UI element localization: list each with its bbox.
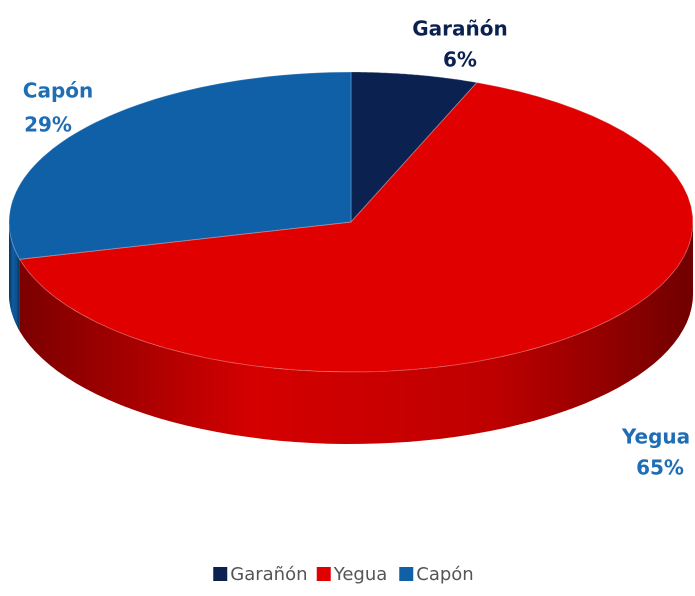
legend-label: Garañón xyxy=(230,564,307,585)
legend-swatch xyxy=(399,567,414,581)
slice-side-shade xyxy=(9,222,20,332)
slice xyxy=(350,71,478,224)
legend-label: Capón xyxy=(416,564,473,585)
slice-value-label: 65% xyxy=(636,456,684,480)
data-labels: Garañón 6% Capón 29% Yegua 65% xyxy=(23,17,690,480)
slice-side-shade xyxy=(19,222,693,444)
slice-value-label: 6% xyxy=(443,48,477,72)
legend-label: Yegua xyxy=(333,564,388,585)
slice-label: Capón xyxy=(23,79,93,103)
slice-label: Yegua xyxy=(621,425,690,449)
slice-value-label: 29% xyxy=(24,113,72,137)
legend-swatch xyxy=(316,567,331,581)
slice xyxy=(8,71,352,260)
slice xyxy=(18,81,694,373)
slice-label: Garañón xyxy=(412,17,508,41)
legend-swatch xyxy=(213,567,228,581)
